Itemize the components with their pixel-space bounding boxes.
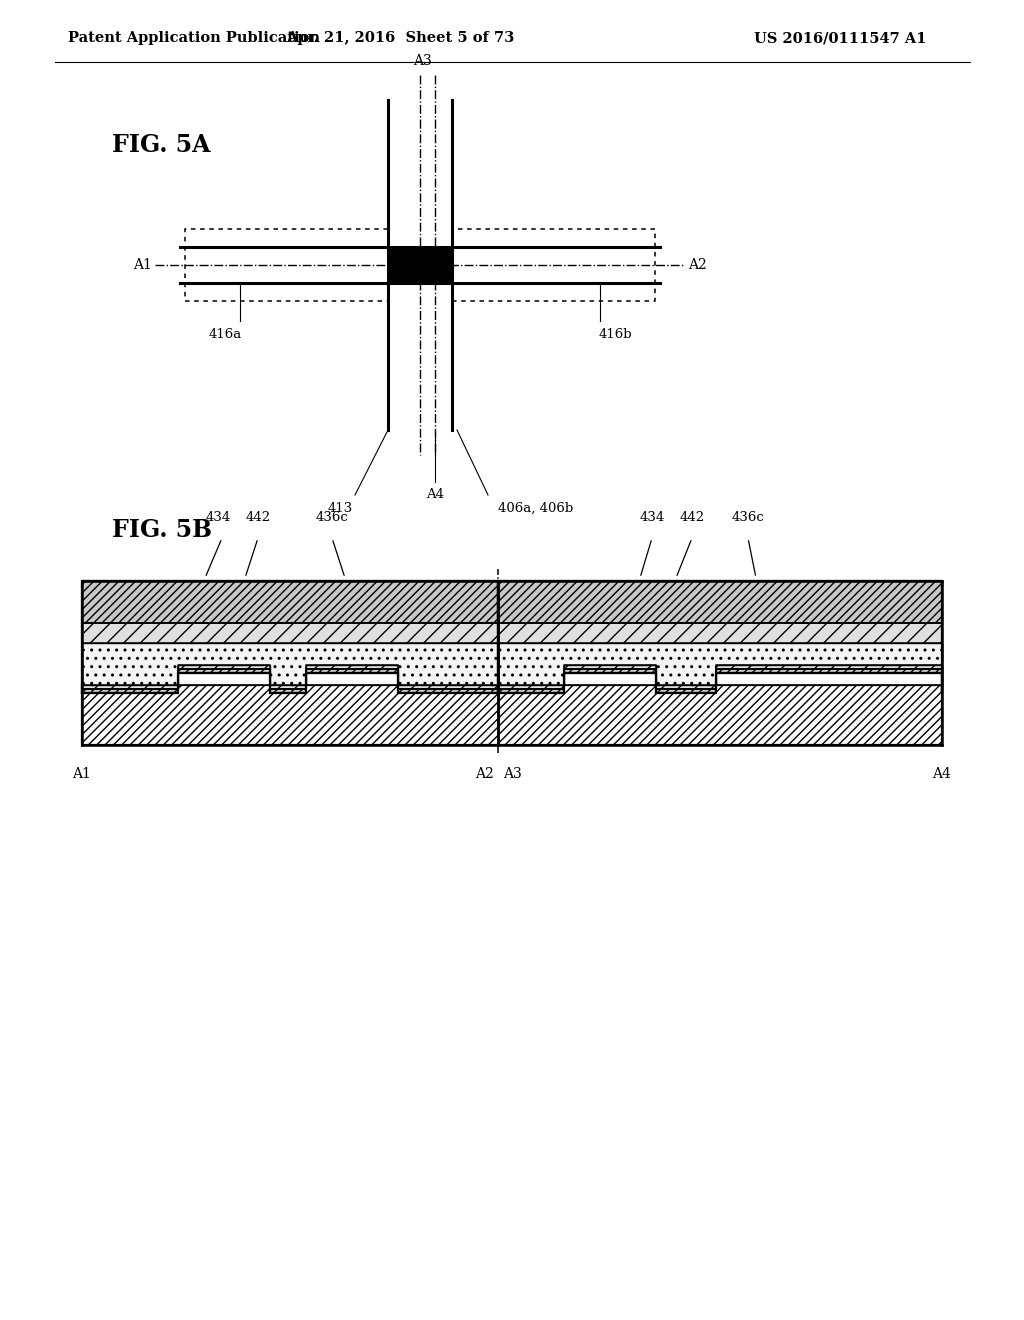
Polygon shape bbox=[498, 623, 942, 689]
Bar bbox=[564, 665, 656, 685]
Bar bbox=[388, 247, 452, 282]
Text: A4: A4 bbox=[933, 767, 951, 781]
Text: FIG. 5A: FIG. 5A bbox=[112, 133, 211, 157]
Bar bbox=[82, 685, 942, 744]
Polygon shape bbox=[498, 643, 942, 685]
Text: 434: 434 bbox=[639, 511, 665, 524]
Text: 406a, 406b: 406a, 406b bbox=[498, 502, 573, 515]
Text: FIG. 5B: FIG. 5B bbox=[112, 517, 212, 543]
Text: A2: A2 bbox=[475, 767, 494, 781]
Text: A1: A1 bbox=[73, 767, 91, 781]
Text: A3: A3 bbox=[413, 54, 431, 69]
Polygon shape bbox=[498, 581, 942, 693]
Bar bbox=[178, 665, 270, 685]
Bar bbox=[716, 665, 942, 685]
Bar bbox=[452, 228, 655, 301]
Text: 434: 434 bbox=[206, 511, 230, 524]
Text: 436c: 436c bbox=[731, 511, 764, 524]
Polygon shape bbox=[82, 643, 498, 685]
Text: A2: A2 bbox=[688, 257, 707, 272]
Text: A1: A1 bbox=[133, 257, 152, 272]
Bar bbox=[178, 665, 270, 685]
Bar bbox=[716, 665, 942, 685]
Text: 442: 442 bbox=[680, 511, 705, 524]
Bar bbox=[306, 665, 398, 685]
Text: Apr. 21, 2016  Sheet 5 of 73: Apr. 21, 2016 Sheet 5 of 73 bbox=[286, 30, 514, 45]
Bar bbox=[185, 228, 388, 301]
Text: 413: 413 bbox=[328, 502, 352, 515]
Polygon shape bbox=[82, 581, 498, 693]
Text: A3: A3 bbox=[503, 767, 521, 781]
Text: A4: A4 bbox=[426, 488, 444, 502]
Text: Patent Application Publication: Patent Application Publication bbox=[68, 30, 319, 45]
Bar bbox=[306, 665, 398, 685]
Bar bbox=[564, 665, 656, 685]
Text: 416b: 416b bbox=[598, 327, 632, 341]
Text: 442: 442 bbox=[246, 511, 270, 524]
Polygon shape bbox=[82, 623, 498, 689]
Text: US 2016/0111547 A1: US 2016/0111547 A1 bbox=[754, 30, 927, 45]
Text: 416a: 416a bbox=[208, 327, 242, 341]
Text: 436c: 436c bbox=[315, 511, 348, 524]
